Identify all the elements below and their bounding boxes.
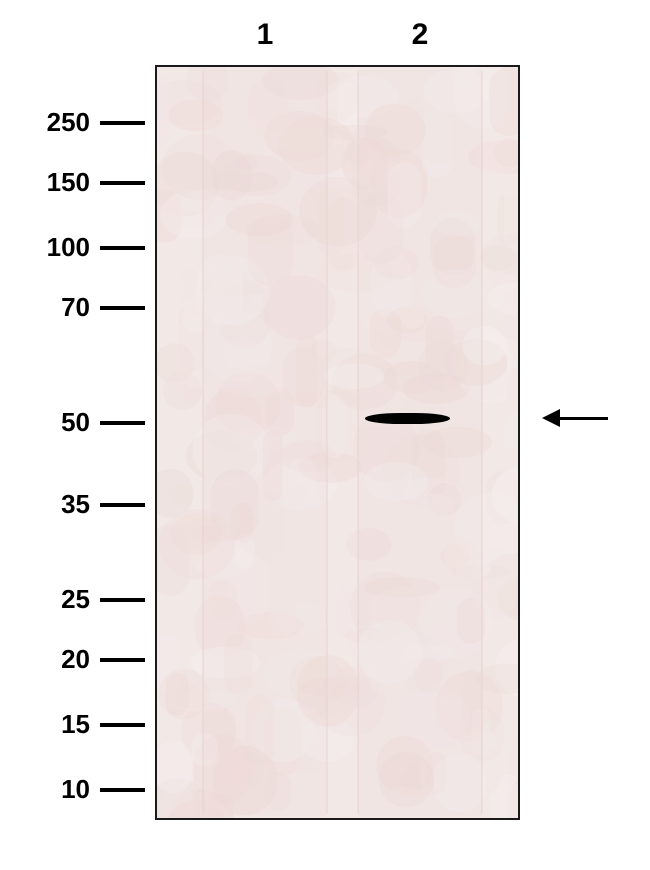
western-blot-figure: 12 25015010070503525201510 — [0, 0, 650, 870]
arrow-head — [542, 409, 560, 427]
target-arrow — [0, 0, 650, 870]
arrow-shaft — [558, 417, 608, 420]
